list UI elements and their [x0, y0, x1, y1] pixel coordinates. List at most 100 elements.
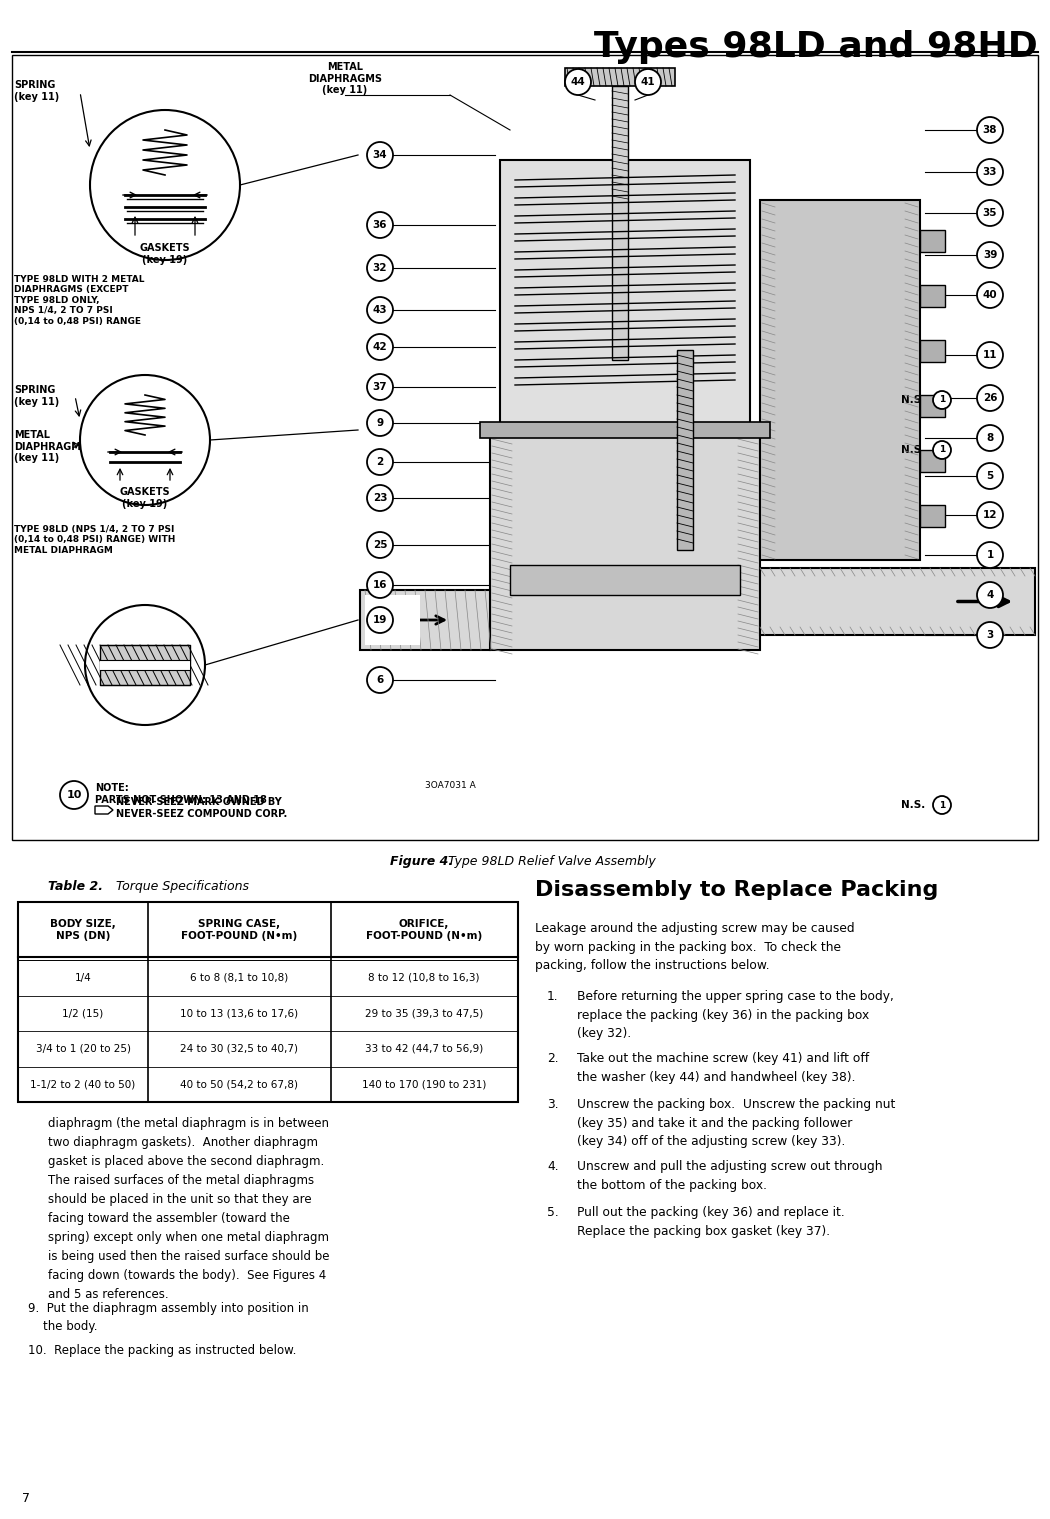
Text: 34: 34: [373, 150, 387, 159]
Circle shape: [976, 425, 1003, 451]
Circle shape: [976, 117, 1003, 143]
Bar: [480, 422, 770, 437]
Circle shape: [976, 621, 1003, 649]
Circle shape: [368, 410, 393, 436]
Text: Leakage around the adjusting screw may be caused
by worn packing in the packing : Leakage around the adjusting screw may b…: [536, 922, 855, 972]
Text: 12: 12: [983, 510, 998, 519]
Polygon shape: [94, 807, 113, 814]
Text: 8: 8: [986, 433, 993, 444]
Text: 1/2 (15): 1/2 (15): [62, 1009, 104, 1018]
Circle shape: [368, 532, 393, 557]
Text: 36: 36: [373, 220, 387, 229]
Text: 7: 7: [22, 1492, 30, 1505]
Text: 10: 10: [66, 790, 82, 801]
Text: Unscrew the packing box.  Unscrew the packing nut
(key 35) and take it and the p: Unscrew the packing box. Unscrew the pac…: [578, 1098, 896, 1148]
Text: Torque Specifications: Torque Specifications: [108, 880, 249, 893]
Text: 23: 23: [373, 494, 387, 503]
Circle shape: [976, 582, 1003, 608]
Text: 32: 32: [373, 263, 387, 273]
Text: 4.: 4.: [547, 1161, 559, 1173]
Text: 44: 44: [570, 77, 586, 87]
Text: Disassembly to Replace Packing: Disassembly to Replace Packing: [536, 880, 939, 899]
Bar: [365, 595, 420, 646]
Bar: [920, 229, 945, 252]
Circle shape: [976, 342, 1003, 368]
Text: 1: 1: [986, 550, 993, 561]
Text: ORIFICE,
FOOT-POUND (N•m): ORIFICE, FOOT-POUND (N•m): [365, 919, 482, 940]
Text: 9.  Put the diaphragm assembly into position in
    the body.: 9. Put the diaphragm assembly into posit…: [28, 1302, 309, 1334]
Text: 2.: 2.: [547, 1053, 559, 1065]
Circle shape: [933, 390, 951, 409]
Bar: [565, 68, 675, 87]
Circle shape: [85, 605, 205, 725]
Bar: [360, 589, 490, 650]
Text: N.S.: N.S.: [901, 445, 925, 456]
Circle shape: [976, 283, 1003, 308]
Text: 38: 38: [983, 125, 998, 135]
Circle shape: [90, 109, 240, 260]
Text: 33: 33: [983, 167, 998, 178]
Circle shape: [368, 213, 393, 238]
Text: 26: 26: [983, 393, 998, 403]
Text: SPRING CASE,
FOOT-POUND (N•m): SPRING CASE, FOOT-POUND (N•m): [181, 919, 297, 940]
Text: 19: 19: [373, 615, 387, 624]
Circle shape: [976, 384, 1003, 412]
Circle shape: [976, 242, 1003, 267]
Circle shape: [80, 375, 210, 504]
Text: 1: 1: [939, 801, 945, 810]
Text: 3/4 to 1 (20 to 25): 3/4 to 1 (20 to 25): [36, 1044, 130, 1054]
Text: 5.: 5.: [547, 1206, 559, 1220]
Bar: [500, 159, 750, 430]
Text: N.S.: N.S.: [901, 395, 925, 406]
Text: 41: 41: [640, 77, 655, 87]
Bar: [18, 902, 518, 1101]
Text: 10.  Replace the packing as instructed below.: 10. Replace the packing as instructed be…: [28, 1344, 296, 1356]
Bar: [612, 87, 628, 360]
Bar: [920, 340, 945, 362]
Text: N.S.: N.S.: [901, 801, 925, 810]
Circle shape: [60, 781, 88, 810]
Circle shape: [976, 159, 1003, 185]
Text: SPRING
(key 11): SPRING (key 11): [14, 81, 59, 102]
Bar: [760, 201, 920, 561]
Text: Take out the machine screw (key 41) and lift off
the washer (key 44) and handwhe: Take out the machine screw (key 41) and …: [578, 1053, 869, 1083]
Text: 2: 2: [376, 457, 383, 466]
Text: 1-1/2 to 2 (40 to 50): 1-1/2 to 2 (40 to 50): [30, 1080, 135, 1089]
Bar: [920, 395, 945, 418]
Circle shape: [368, 255, 393, 281]
Circle shape: [976, 201, 1003, 226]
Circle shape: [368, 298, 393, 324]
Text: 140 to 170 (190 to 231): 140 to 170 (190 to 231): [362, 1080, 486, 1089]
Text: METAL
DIAPHRAGM
(key 11): METAL DIAPHRAGM (key 11): [14, 430, 81, 463]
Text: 4: 4: [986, 589, 993, 600]
Circle shape: [635, 68, 662, 96]
Bar: [510, 565, 740, 595]
Text: 5: 5: [986, 471, 993, 482]
Circle shape: [933, 441, 951, 459]
Text: 40: 40: [983, 290, 998, 299]
Text: 42: 42: [373, 342, 387, 352]
Text: NOTE:
PARTS NOT SHOWN: 13 AND 18: NOTE: PARTS NOT SHOWN: 13 AND 18: [94, 782, 267, 805]
Bar: [920, 504, 945, 527]
Circle shape: [368, 485, 393, 510]
Text: 6: 6: [376, 674, 383, 685]
Text: TYPE 98LD WITH 2 METAL
DIAPHRAGMS (EXCEPT
TYPE 98LD ONLY,
NPS 1/4, 2 TO 7 PSI
(0: TYPE 98LD WITH 2 METAL DIAPHRAGMS (EXCEP…: [14, 275, 145, 325]
Bar: [100, 646, 190, 685]
Circle shape: [976, 542, 1003, 568]
Text: Figure 4.: Figure 4.: [390, 855, 454, 867]
Text: SPRING
(key 11): SPRING (key 11): [14, 384, 59, 407]
Text: 6 to 8 (8,1 to 10,8): 6 to 8 (8,1 to 10,8): [190, 972, 288, 983]
Bar: [920, 286, 945, 307]
Text: Table 2.: Table 2.: [48, 880, 103, 893]
Text: GASKETS
(key 19): GASKETS (key 19): [140, 243, 190, 264]
Text: Unscrew and pull the adjusting screw out through
the bottom of the packing box.: Unscrew and pull the adjusting screw out…: [578, 1161, 882, 1191]
Text: BODY SIZE,
NPS (DN): BODY SIZE, NPS (DN): [50, 919, 116, 940]
Text: 9: 9: [377, 418, 383, 428]
Circle shape: [368, 141, 393, 169]
Text: 25: 25: [373, 539, 387, 550]
Text: diaphragm (the metal diaphragm is in between
two diaphragm gaskets).  Another di: diaphragm (the metal diaphragm is in bet…: [48, 1116, 330, 1300]
Text: 33 to 42 (44,7 to 56,9): 33 to 42 (44,7 to 56,9): [365, 1044, 483, 1054]
Text: TYPE 98LD (NPS 1/4, 2 TO 7 PSI
(0,14 to 0,48 PSI) RANGE) WITH
METAL DIAPHRAGM: TYPE 98LD (NPS 1/4, 2 TO 7 PSI (0,14 to …: [14, 526, 175, 554]
Text: GASKETS
(key 19): GASKETS (key 19): [120, 488, 170, 509]
Text: 39: 39: [983, 251, 998, 260]
